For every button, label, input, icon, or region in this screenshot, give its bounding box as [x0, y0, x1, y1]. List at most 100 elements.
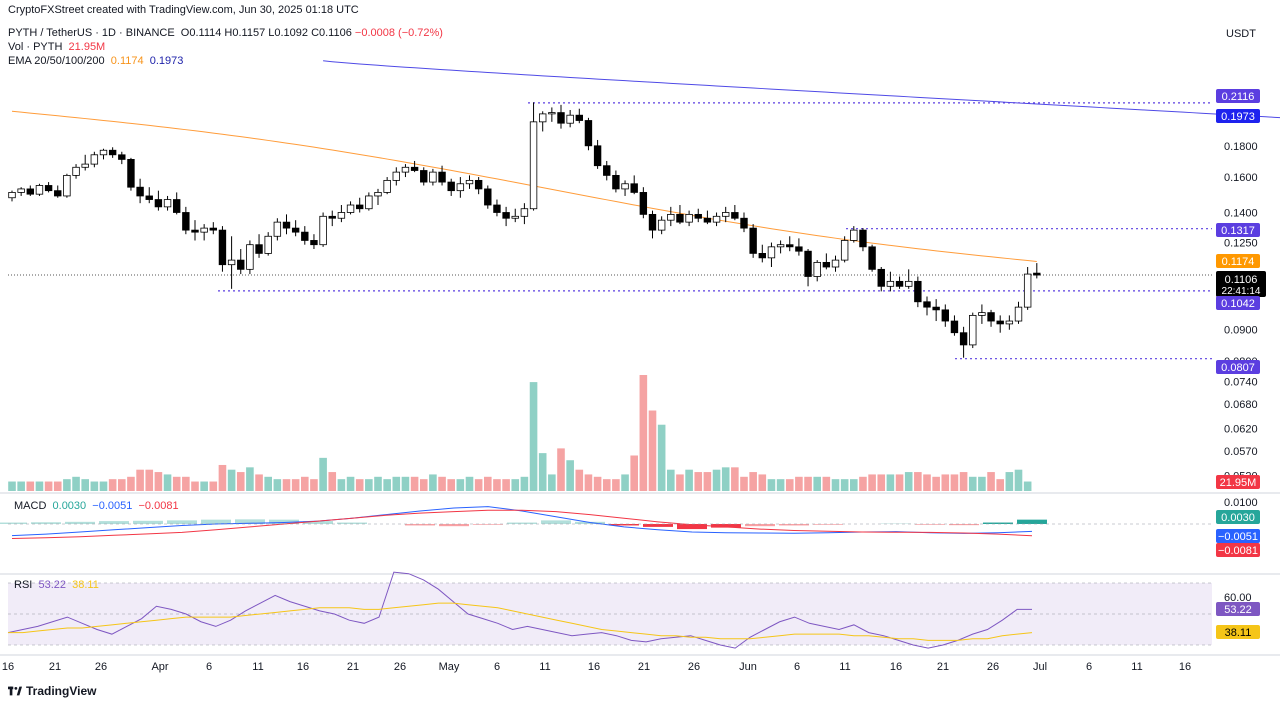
x-tick-label: 6: [794, 661, 800, 673]
volume-bar: [822, 476, 831, 491]
rsi-tag: 53.22: [1224, 604, 1252, 616]
volume-bar: [941, 474, 950, 491]
candle-body: [978, 312, 986, 316]
symbol-name[interactable]: PYTH / TetherUS · 1D · BINANCE: [8, 27, 175, 39]
price-tag-ema200-bg: [1216, 109, 1260, 123]
candle-body: [831, 259, 840, 268]
y-tick-label: 0.0570: [1224, 446, 1258, 458]
candle-body: [447, 181, 455, 192]
macd-histogram-bar: [31, 522, 61, 524]
x-tick-label: 11: [839, 661, 850, 673]
rsi-ma-tag: 38.11: [1225, 627, 1252, 639]
volume-bar: [831, 479, 840, 491]
volume-bar: [511, 479, 520, 491]
volume-bar: [657, 424, 666, 491]
candle-body: [410, 166, 419, 171]
x-tick-label: 21: [638, 661, 650, 673]
candle-body: [237, 259, 245, 270]
volume-bar: [227, 469, 236, 491]
tradingview-brand[interactable]: TradingView: [8, 684, 96, 698]
candle-body: [72, 166, 80, 176]
candle-body: [465, 179, 474, 185]
candle-body: [383, 179, 391, 193]
volume-bar: [968, 476, 977, 491]
volume-bar: [676, 474, 684, 491]
candle-body: [474, 179, 483, 190]
price-tag-0-0807: 0.0807: [1221, 362, 1255, 374]
candle-body: [877, 268, 885, 287]
x-tick-label: 6: [206, 661, 212, 673]
candle-body: [264, 235, 272, 254]
candle-body: [612, 175, 620, 190]
volume-bar: [758, 474, 767, 491]
volume-bar: [429, 474, 437, 491]
candle-body: [895, 280, 904, 287]
macd-histogram-bar: [609, 524, 639, 526]
volume-bar: [648, 410, 657, 491]
volume-bar: [639, 375, 648, 491]
volume-bar: [447, 479, 455, 491]
x-tick-label: 26: [95, 661, 107, 673]
macd-signal-value: −0.0081: [138, 500, 179, 512]
x-tick-label: 21: [347, 661, 359, 673]
candle-body: [81, 163, 89, 168]
volume-bar: [81, 479, 89, 491]
volume-bar: [932, 476, 940, 491]
volume-label[interactable]: Vol · PYTH: [8, 41, 63, 53]
volume-bar: [520, 476, 529, 491]
last-price-value: 0.1106: [1225, 274, 1258, 286]
candle-body: [630, 183, 638, 193]
macd-label[interactable]: MACD: [14, 500, 47, 512]
currency-label[interactable]: USDT: [1226, 28, 1256, 40]
candle-body: [1005, 320, 1014, 325]
volume-bar: [53, 481, 62, 491]
ema-label[interactable]: EMA 20/50/100/200: [8, 55, 105, 67]
candle-body: [694, 213, 702, 219]
candle-body: [859, 229, 867, 248]
volume-bar: [566, 460, 574, 491]
candle-body: [593, 145, 602, 167]
volume-bar: [246, 467, 254, 491]
macd-histogram-bar: [167, 520, 197, 524]
x-tick-label: 16: [890, 661, 902, 673]
volume-bar: [584, 474, 593, 491]
volume-bar: [529, 382, 538, 491]
candle-body: [959, 332, 968, 346]
volume-bar: [886, 474, 895, 491]
macd-histogram-bar: [99, 521, 129, 524]
macd-histogram-bar: [201, 519, 231, 524]
candle-body: [969, 314, 977, 346]
price-tag-0-0807-bg: [1216, 360, 1260, 374]
rsi-ma-value: 38.11: [72, 579, 99, 591]
candle-body: [914, 280, 922, 303]
macd-hist-tag: 0.0030: [1221, 512, 1255, 524]
x-tick-label: 16: [297, 661, 309, 673]
candle-body: [209, 227, 217, 231]
candle-body: [63, 175, 71, 197]
macd-histogram-bar: [337, 522, 367, 524]
rsi-axis-label: 60.00: [1224, 592, 1252, 604]
x-tick-label: 16: [1179, 661, 1191, 673]
ema-200-line: [323, 60, 1280, 119]
candle-body: [676, 213, 684, 223]
candle-body: [822, 261, 831, 268]
rsi-label[interactable]: RSI: [14, 579, 33, 591]
candle-body: [282, 221, 291, 229]
volume-bar: [795, 476, 803, 491]
y-tick-label: 0.0740: [1224, 377, 1258, 389]
volume-bar: [8, 481, 16, 491]
price-tag-0-2116: 0.2116: [1222, 91, 1255, 103]
macd-histogram-bar: [507, 522, 537, 524]
volume-bar: [612, 479, 620, 491]
volume-tag: 21.95M: [1220, 477, 1257, 489]
candle-body: [154, 199, 163, 208]
price-tag-ema200: 0.1973: [1221, 111, 1255, 123]
rsi-line: [7, 571, 1032, 649]
macd-histogram-bar: [133, 520, 163, 524]
candle-body: [401, 166, 410, 173]
volume-bar: [575, 469, 584, 491]
candle-body: [520, 208, 529, 217]
tradingview-text: TradingView: [26, 684, 97, 698]
x-tick-label: 11: [1131, 661, 1142, 673]
